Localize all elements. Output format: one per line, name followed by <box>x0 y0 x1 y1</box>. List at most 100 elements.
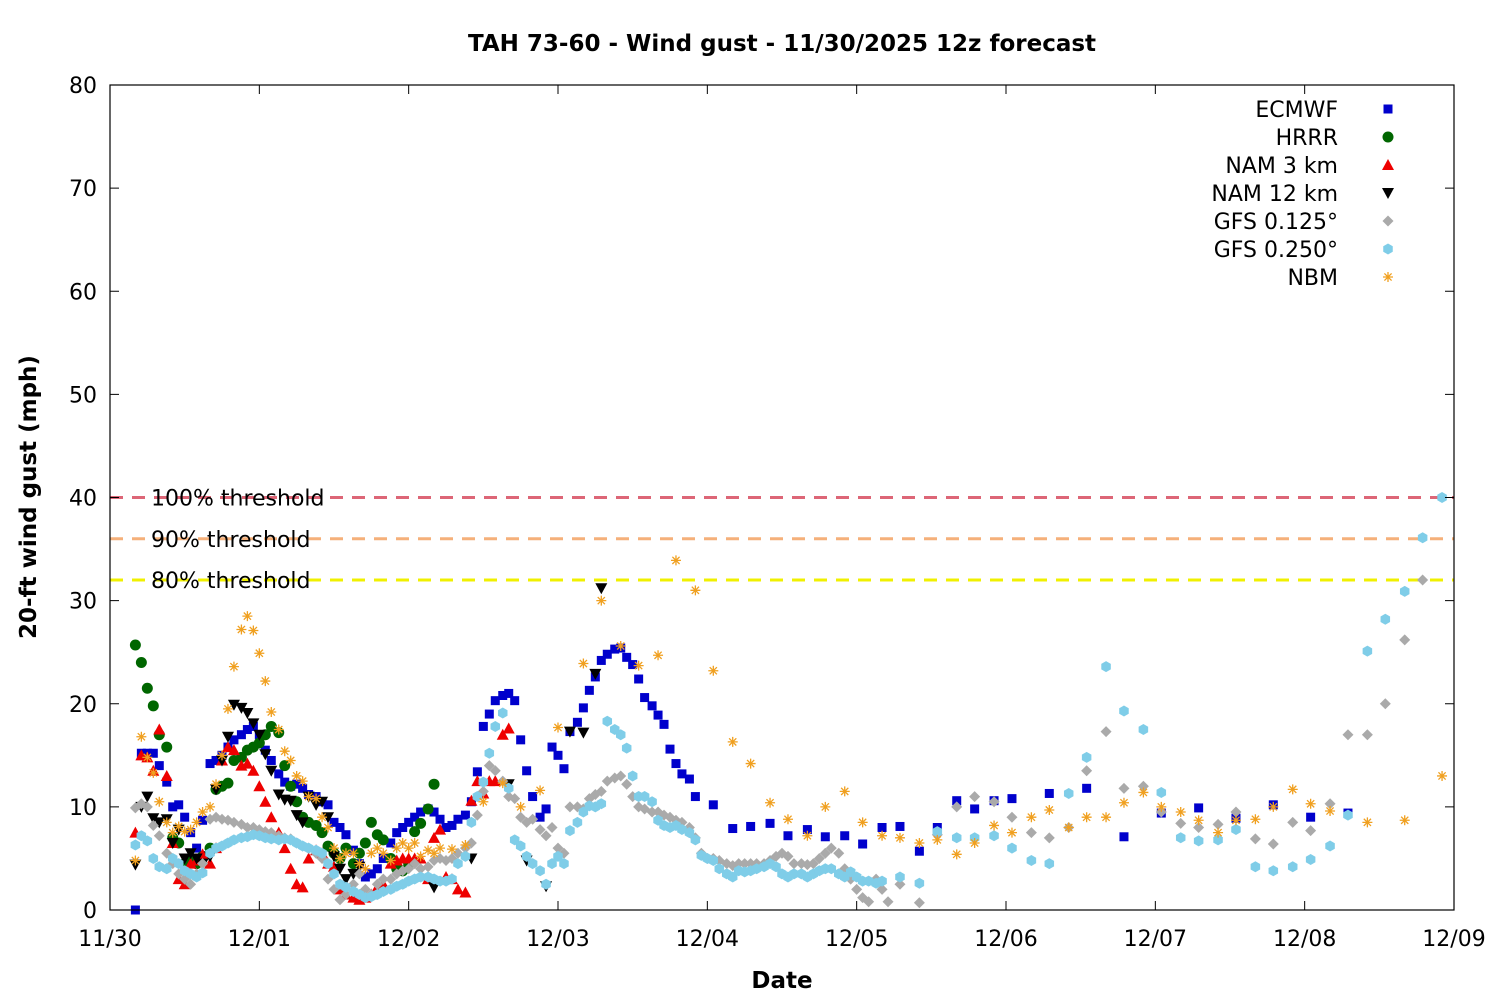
data-point <box>565 825 575 837</box>
legend-marker-6 <box>1383 272 1393 282</box>
data-point <box>328 851 340 863</box>
data-point <box>484 709 494 719</box>
data-point <box>739 858 751 870</box>
data-point <box>1417 574 1429 586</box>
data-points <box>129 492 1448 915</box>
data-point <box>825 842 837 854</box>
data-point <box>341 881 351 893</box>
data-point <box>204 857 217 869</box>
data-point <box>1361 729 1373 741</box>
data-point <box>348 848 359 859</box>
data-point <box>677 824 687 836</box>
data-point <box>802 830 813 841</box>
data-point <box>1082 783 1092 793</box>
data-point <box>541 804 551 814</box>
data-point <box>708 800 718 810</box>
data-point <box>639 791 650 803</box>
data-point <box>162 777 172 787</box>
data-point <box>1081 765 1093 777</box>
data-point <box>839 786 850 797</box>
y-tick-label: 70 <box>69 177 97 202</box>
data-point <box>197 867 208 879</box>
data-point <box>296 817 309 829</box>
data-point <box>1305 825 1317 837</box>
data-point <box>820 801 831 812</box>
data-point <box>1325 806 1336 816</box>
legend-marker-3 <box>1382 188 1394 199</box>
data-point <box>527 813 539 825</box>
data-point <box>227 699 240 711</box>
data-point <box>227 744 240 756</box>
data-point <box>882 896 894 908</box>
data-point <box>1268 865 1279 877</box>
data-point <box>428 778 440 790</box>
data-point <box>951 801 963 813</box>
data-point <box>192 843 202 853</box>
data-point <box>185 878 197 890</box>
data-point <box>1193 835 1204 847</box>
threshold-label-0: 100% threshold <box>151 487 325 512</box>
data-point <box>541 878 551 890</box>
data-point <box>684 827 695 839</box>
data-point <box>483 760 495 772</box>
data-point <box>1007 794 1017 804</box>
x-tick-label: 12/02 <box>377 927 440 952</box>
data-point <box>340 848 351 859</box>
data-point <box>1193 822 1205 833</box>
data-point <box>1287 816 1299 828</box>
legend-marker-4 <box>1382 215 1394 227</box>
series-6 <box>130 555 1448 874</box>
y-tick-label: 20 <box>69 693 97 718</box>
data-point <box>1006 827 1017 838</box>
data-point <box>733 858 745 870</box>
data-point <box>913 897 925 909</box>
data-point <box>1250 814 1261 825</box>
data-point <box>160 769 173 781</box>
data-point <box>466 816 477 828</box>
data-point <box>646 806 658 818</box>
data-point <box>789 868 799 880</box>
data-point <box>229 735 239 745</box>
data-point <box>782 814 793 825</box>
data-point <box>296 881 309 893</box>
data-point <box>284 862 297 874</box>
data-point <box>460 850 471 862</box>
data-point <box>451 883 464 895</box>
data-point <box>184 848 197 860</box>
data-point <box>498 691 508 700</box>
data-point <box>516 735 526 745</box>
data-point <box>559 764 569 774</box>
data-point <box>589 668 602 680</box>
data-point <box>316 796 329 808</box>
data-point <box>1399 815 1410 826</box>
data-point <box>386 838 396 848</box>
data-point <box>359 837 371 849</box>
data-point <box>895 871 905 883</box>
data-point <box>372 843 383 854</box>
data-point <box>422 803 434 815</box>
data-point <box>472 767 482 777</box>
data-point <box>329 843 339 854</box>
data-point <box>863 896 875 908</box>
data-point <box>168 802 178 812</box>
data-point <box>1063 787 1074 799</box>
data-point <box>378 853 388 863</box>
data-point <box>728 824 738 834</box>
data-point <box>478 776 489 788</box>
data-point <box>783 831 793 841</box>
data-point <box>552 842 564 854</box>
data-point <box>596 655 606 665</box>
data-point <box>198 815 208 825</box>
data-point <box>253 737 265 749</box>
data-point <box>727 871 738 883</box>
data-point <box>141 801 153 813</box>
data-point <box>1119 832 1129 842</box>
data-point <box>615 729 626 741</box>
data-point <box>690 585 701 596</box>
data-point <box>1100 726 1112 738</box>
data-point <box>1399 634 1411 646</box>
data-point <box>1138 724 1149 736</box>
data-point <box>584 685 594 695</box>
data-point <box>490 720 501 732</box>
data-point <box>1213 834 1223 846</box>
